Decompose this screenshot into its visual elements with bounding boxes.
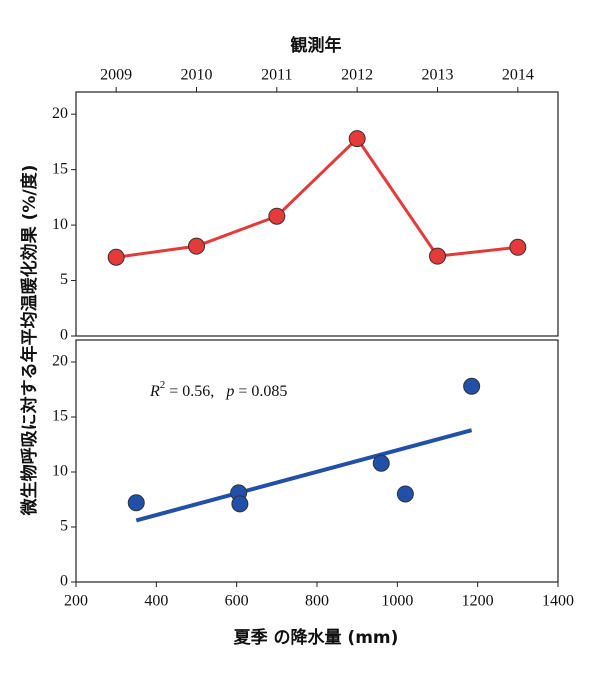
y-tick-label: 20 — [52, 353, 68, 370]
x-tick-label: 400 — [144, 593, 168, 610]
x-tick-label: 1400 — [542, 593, 574, 610]
data-point — [463, 377, 481, 395]
y-tick-label: 20 — [52, 105, 68, 122]
plot-frame — [75, 339, 559, 583]
x-tick-label: 800 — [305, 593, 329, 610]
annotation: R2 = 0.56, p = 0.085 — [149, 379, 287, 400]
x-tick-label: 2009 — [100, 67, 132, 84]
annotation-part: 2 — [160, 379, 166, 391]
x-tick-label: 2013 — [422, 67, 454, 84]
data-point — [127, 494, 145, 512]
annotation-part: = 0.56, — [165, 383, 226, 400]
fit-line — [135, 428, 473, 523]
data-point — [231, 495, 249, 513]
x-axis-label: 夏季 の降水量 (mm) — [234, 627, 399, 648]
x-tick-label: 600 — [225, 593, 249, 610]
data-point — [348, 130, 366, 148]
x-tick-label: 1200 — [462, 593, 494, 610]
data-point — [372, 454, 390, 472]
data-line — [115, 136, 518, 259]
annotation-part: p — [225, 383, 234, 400]
y-tick-label: 5 — [60, 271, 68, 288]
data-point — [188, 237, 205, 255]
annotation-part: R — [149, 383, 160, 400]
chart-title: 観測年 — [291, 35, 342, 56]
y-tick-label: 0 — [60, 573, 68, 590]
x-tick-label: 200 — [64, 593, 88, 610]
x-tick-label: 2010 — [181, 67, 213, 84]
y-tick-label: 0 — [60, 327, 68, 344]
plot-frame — [75, 91, 559, 337]
data-point — [107, 248, 125, 266]
data-point — [509, 238, 527, 256]
data-point — [268, 207, 286, 225]
x-tick-label: 2011 — [261, 67, 292, 84]
y-tick-label: 10 — [52, 463, 68, 480]
y-tick-label: 15 — [52, 408, 68, 425]
y-tick-label: 10 — [52, 216, 68, 233]
x-tick-label: 1000 — [381, 593, 413, 610]
x-tick-label: 2014 — [502, 67, 534, 84]
data-point — [429, 247, 446, 265]
y-tick-label: 15 — [52, 160, 68, 177]
annotation-part: = 0.085 — [234, 383, 287, 400]
data-point — [396, 485, 414, 503]
x-tick-label: 2012 — [341, 67, 373, 84]
y-tick-label: 5 — [60, 518, 68, 535]
y-axis-label: 微生物呼吸に対する年平均温暖化効果 (%/度) — [19, 165, 40, 517]
